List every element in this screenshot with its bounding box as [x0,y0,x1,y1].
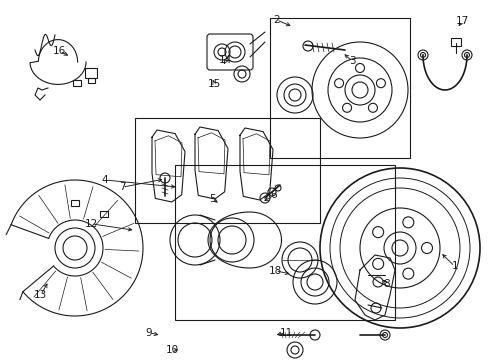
Text: 2: 2 [272,15,279,25]
Text: 18: 18 [268,266,282,276]
Text: 3: 3 [348,56,355,66]
Text: 9: 9 [145,328,152,338]
Bar [175,165,394,320]
Text: 16: 16 [53,46,66,56]
Text: 1: 1 [450,261,457,271]
Text: 10: 10 [165,345,178,355]
Bar [88,78,95,83]
Text: 11: 11 [279,328,292,338]
Text: 5: 5 [209,194,216,204]
Bar [269,18,409,158]
Text: 6: 6 [270,190,277,201]
Text: 14: 14 [219,55,232,66]
Bar [73,80,81,86]
Bar [85,68,97,78]
Bar [71,200,79,206]
Text: 7: 7 [119,182,125,192]
Text: 4: 4 [102,175,108,185]
Text: 17: 17 [454,16,468,26]
Bar [135,118,319,223]
Bar [100,211,108,216]
Text: 13: 13 [34,290,47,300]
Text: 15: 15 [207,78,221,89]
Bar [450,38,460,46]
Text: 8: 8 [382,279,389,289]
Text: 12: 12 [85,219,99,229]
